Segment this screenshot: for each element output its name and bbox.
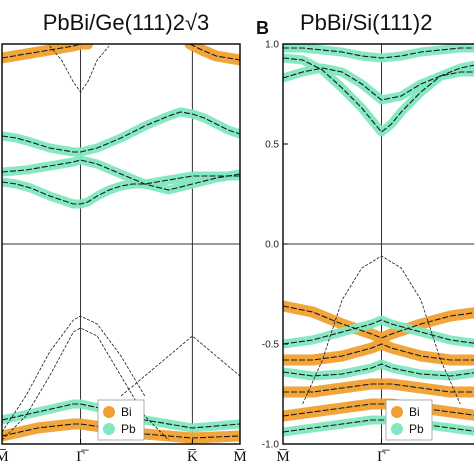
y-tick-label: 0.5	[265, 140, 279, 151]
legend-label-pb: Pb	[409, 422, 424, 436]
band-line	[189, 44, 240, 61]
band-line	[283, 319, 474, 345]
legend: Bi Pb	[385, 399, 433, 441]
band-line	[283, 67, 474, 101]
legend: Bi Pb	[97, 399, 145, 441]
band-line	[283, 57, 474, 133]
y-tick-label: -1.0	[262, 440, 280, 451]
y-tick-label: 1.0	[265, 40, 279, 51]
band-line	[2, 175, 240, 205]
k-point-label: K̅	[187, 449, 198, 465]
k-point-label: M̅	[233, 449, 246, 465]
y-tick-label: -0.5	[262, 340, 280, 351]
k-point-label: Γ̅	[76, 449, 89, 465]
band-line	[2, 315, 146, 433]
legend-marker-bi	[391, 406, 403, 418]
band-line	[283, 419, 474, 433]
panel-b-title: PbBi/Si(111)2	[300, 10, 432, 35]
legend-marker-pb	[103, 423, 115, 435]
k-point-label: M̅	[0, 449, 9, 465]
band-projection-bi	[283, 398, 474, 422]
band-line	[2, 111, 240, 153]
band-line	[49, 45, 110, 93]
panel-a: PbBi/Ge(111)2√3 M̅ Γ̅ K̅ M̅ Bi Pb	[0, 10, 247, 465]
plot-area	[283, 44, 474, 444]
band-projection-pb	[283, 415, 474, 437]
band-line	[283, 403, 474, 417]
y-tick-label: 0.0	[265, 240, 279, 251]
band-line	[120, 335, 240, 397]
legend-label-pb: Pb	[121, 422, 136, 436]
panel-a-title: PbBi/Ge(111)2√3	[43, 10, 210, 35]
plot-area	[2, 44, 240, 444]
panel-b-label: B	[256, 18, 269, 38]
k-point-label: M̅	[276, 449, 289, 465]
band-line	[283, 305, 474, 339]
band-line	[2, 423, 240, 439]
legend-marker-pb	[391, 423, 403, 435]
k-point-label: Γ̅	[377, 449, 390, 465]
legend-label-bi: Bi	[409, 405, 420, 419]
band-projection-bi	[283, 338, 474, 366]
plot-frame	[1, 43, 241, 445]
band-line	[302, 255, 461, 405]
band-line	[283, 383, 474, 393]
band-line	[283, 343, 474, 361]
band-projection-bi	[184, 44, 240, 66]
legend-label-bi: Bi	[121, 405, 132, 419]
panel-b: B PbBi/Si(111)2 1.0 0.5 0.0 -0.5 -1.0M̅ Γ̅ Bi P…	[256, 10, 474, 465]
band-line	[283, 363, 474, 377]
band-line	[283, 47, 474, 59]
band-line	[2, 159, 240, 191]
band-line	[2, 403, 240, 429]
legend-marker-bi	[103, 406, 115, 418]
